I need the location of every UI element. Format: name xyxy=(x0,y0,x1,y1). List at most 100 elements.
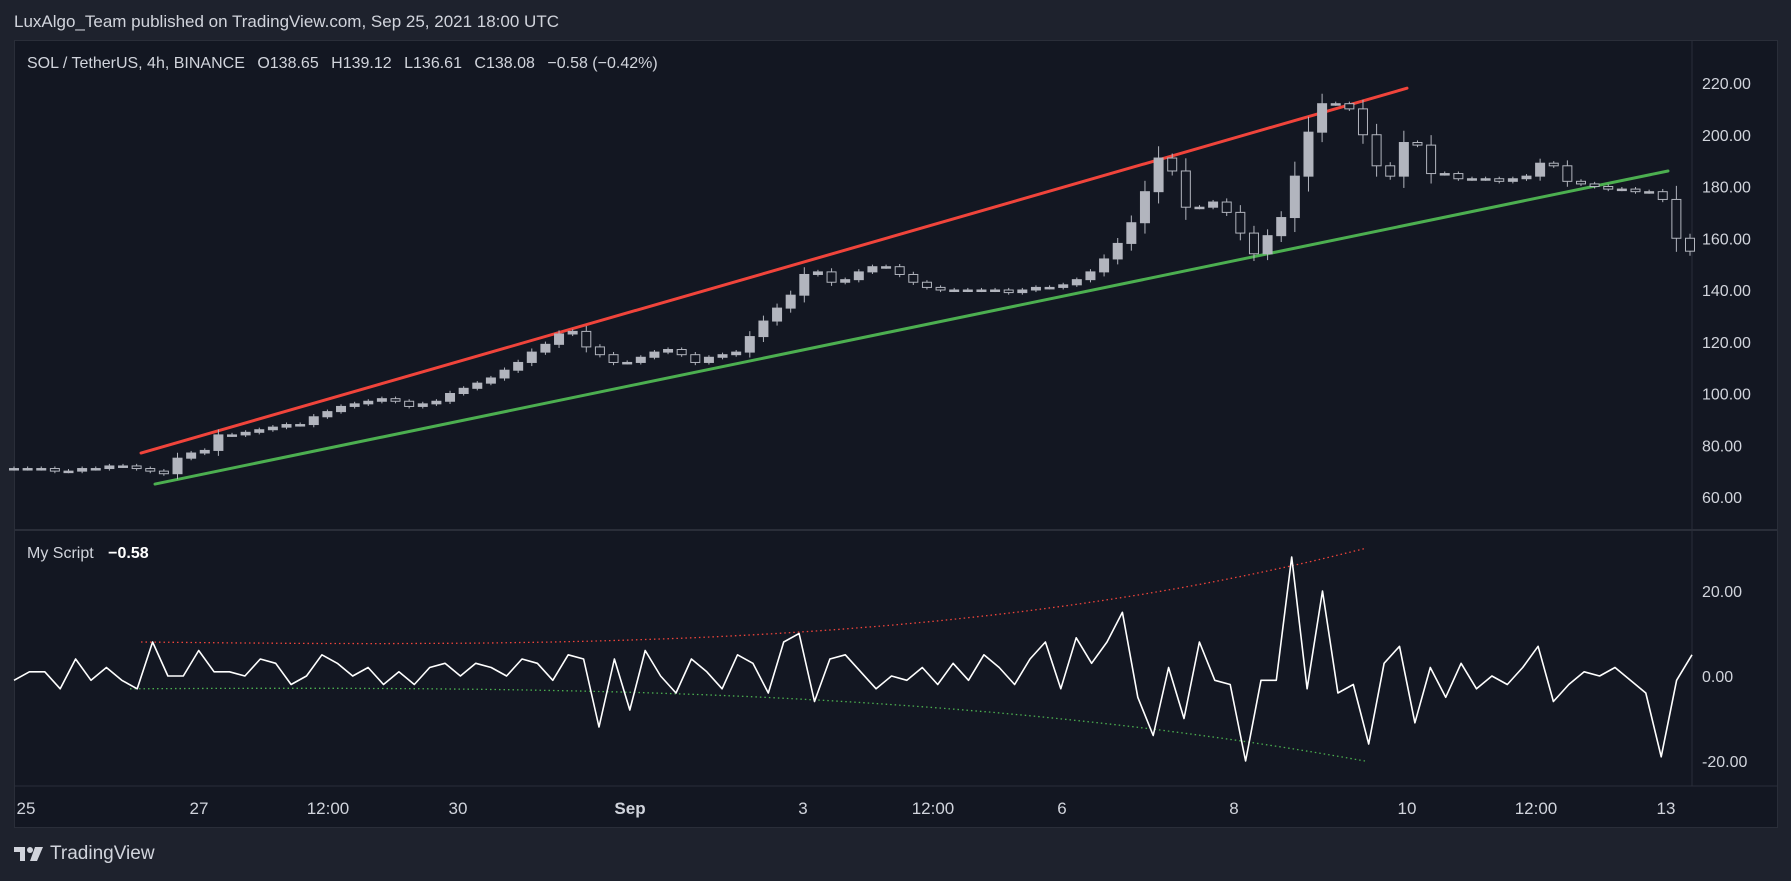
oscillator-lower-band xyxy=(129,687,1366,762)
candle-body xyxy=(1044,286,1055,290)
candle-body xyxy=(799,273,810,296)
legend-high: H139.12 xyxy=(331,55,392,72)
tradingview-logo[interactable]: TradingView xyxy=(14,843,155,865)
candle-body xyxy=(1603,186,1614,190)
candle-body xyxy=(1521,175,1532,180)
candle-body xyxy=(1671,198,1682,239)
candle-body xyxy=(1630,188,1641,193)
candle-body xyxy=(690,354,701,363)
time-tick-label: 12:00 xyxy=(307,799,350,818)
candle-body xyxy=(1221,201,1232,213)
candle-body xyxy=(1248,232,1259,255)
candle-body xyxy=(744,336,755,353)
candle-body xyxy=(90,468,101,471)
time-tick-label: 13 xyxy=(1657,799,1676,818)
candle-body xyxy=(1398,142,1409,177)
time-tick-label: 3 xyxy=(798,799,807,818)
candle-body xyxy=(1330,103,1341,106)
candle-body xyxy=(1099,258,1110,273)
candle-body xyxy=(63,470,74,474)
candle-body xyxy=(1357,108,1368,136)
candle-body xyxy=(1317,103,1328,133)
candle-body xyxy=(581,330,592,348)
candle-body xyxy=(1208,201,1219,208)
candle-body xyxy=(458,387,469,395)
candle-body xyxy=(499,369,510,379)
indicator-value: −0.58 xyxy=(108,545,149,562)
indicator-legend: My Script −0.58 xyxy=(27,545,149,563)
candle-body xyxy=(758,320,769,338)
candle-body xyxy=(663,349,674,353)
chart-frame[interactable] xyxy=(14,40,1778,828)
candle-body xyxy=(622,361,633,365)
candle-body xyxy=(1126,222,1137,244)
candle-body xyxy=(1507,178,1518,182)
candle-body xyxy=(308,416,319,426)
candle-body xyxy=(894,266,905,275)
candle-body xyxy=(227,434,238,437)
candle-body xyxy=(540,343,551,353)
candle-body xyxy=(949,289,960,292)
candle-body xyxy=(567,330,578,335)
candle-body xyxy=(254,429,265,433)
candle-body xyxy=(785,294,796,309)
candles-layer xyxy=(9,93,1695,480)
tradingview-logo-icon xyxy=(14,847,43,861)
candle-body xyxy=(22,468,33,471)
price-tick-label: 160.00 xyxy=(1702,231,1751,248)
candle-body xyxy=(1139,191,1150,224)
candle-body xyxy=(158,470,169,475)
candle-body xyxy=(935,286,946,291)
candle-body xyxy=(118,465,129,468)
time-tick-label: 27 xyxy=(190,799,209,818)
candle-body xyxy=(772,307,783,322)
candle-body xyxy=(1344,103,1355,110)
candle-body xyxy=(826,271,837,283)
candle-body xyxy=(485,377,496,384)
time-tick-label: 8 xyxy=(1229,799,1238,818)
candle-body xyxy=(172,457,183,475)
candle-body xyxy=(1494,178,1505,182)
candle-body xyxy=(908,273,919,283)
candle-body xyxy=(881,266,892,269)
candle-body xyxy=(322,411,333,418)
price-tick-label: 180.00 xyxy=(1702,180,1751,197)
candle-body xyxy=(812,271,823,275)
candle-body xyxy=(267,426,278,431)
candle-body xyxy=(1657,191,1668,200)
footer-brand-text: TradingView xyxy=(50,843,155,864)
candle-body xyxy=(417,403,428,407)
candle-body xyxy=(1180,170,1191,208)
candle-body xyxy=(1562,165,1573,182)
candle-body xyxy=(608,354,619,363)
candle-body xyxy=(1003,289,1014,294)
candle-body xyxy=(1153,157,1164,193)
candle-body xyxy=(131,465,142,470)
candle-body xyxy=(213,434,224,451)
candle-body xyxy=(445,393,456,402)
candle-body xyxy=(186,452,197,459)
candle-body xyxy=(1289,175,1300,219)
candle-body xyxy=(703,356,714,363)
candle-body xyxy=(990,289,1001,292)
candle-body xyxy=(1058,284,1069,288)
legend-close: C138.08 xyxy=(474,55,535,72)
ohlc-legend: SOL / TetherUS, 4h, BINANCE O138.65 H139… xyxy=(27,55,666,73)
oscillator-tick-label: 20.00 xyxy=(1702,584,1742,601)
candle-body xyxy=(1616,188,1627,192)
candle-body xyxy=(1262,235,1273,255)
candle-body xyxy=(840,279,851,283)
time-tick-label: Sep xyxy=(614,799,645,818)
candle-body xyxy=(431,400,442,405)
candle-body xyxy=(1071,279,1082,286)
upper-trendline xyxy=(139,86,1409,455)
candle-body xyxy=(1385,165,1396,177)
candle-body xyxy=(1194,206,1205,210)
oscillator-layer xyxy=(13,547,1693,762)
candle-body xyxy=(1017,289,1028,294)
time-tick-label: 30 xyxy=(449,799,468,818)
candle-body xyxy=(1453,173,1464,180)
candle-body xyxy=(363,400,374,405)
legend-change: −0.58 (−0.42%) xyxy=(547,55,658,72)
